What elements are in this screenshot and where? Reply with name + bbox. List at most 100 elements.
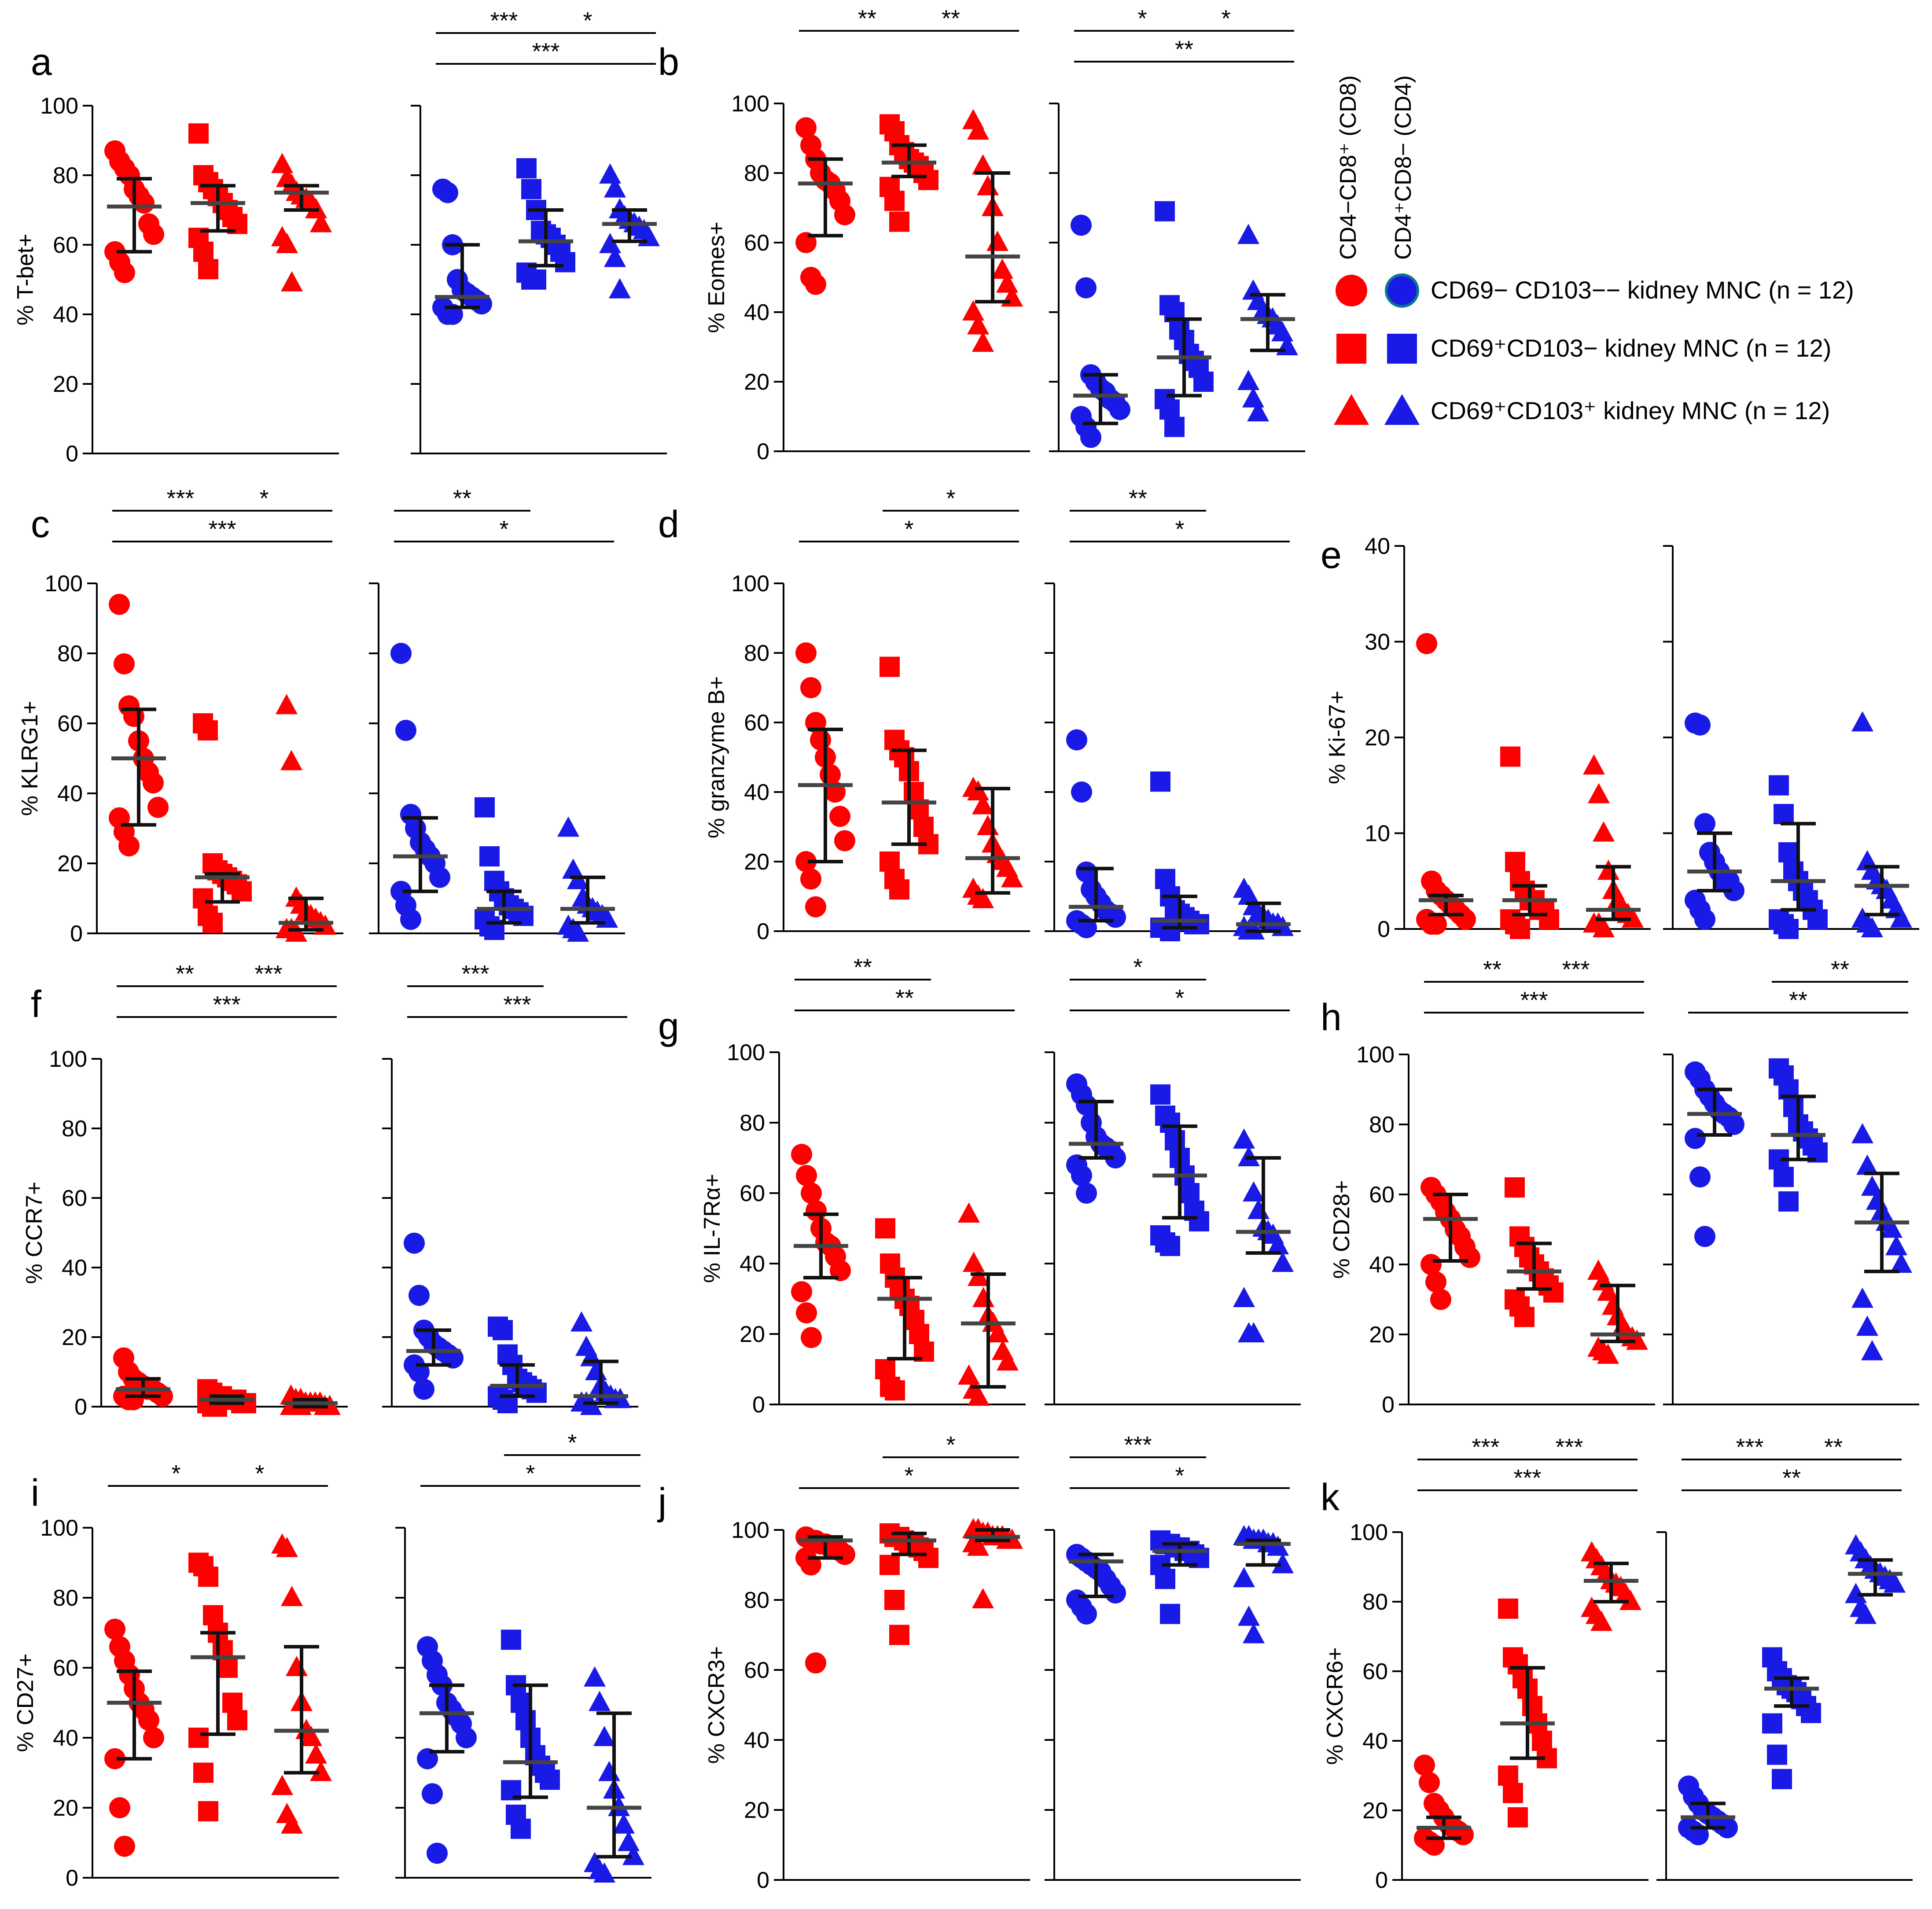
data-point-c-1-0-8: [429, 866, 450, 888]
data-point-d-1-1-1: [1155, 869, 1175, 889]
data-point-i-0-2-3: [286, 1656, 308, 1676]
y-tick-label-b-2: 40: [744, 300, 769, 325]
data-point-a-1-2-10: [604, 247, 626, 267]
data-point-g-1-1-8: [1189, 1211, 1209, 1231]
panel-e: e % Ki-67+ 0 10 20 30 40: [1321, 534, 1919, 942]
data-point-b-1-2-10: [1242, 387, 1264, 408]
data-point-d-1-0-1: [1071, 781, 1092, 803]
data-point-c-1-0-1: [395, 719, 416, 741]
sig-label-b-1-0: *: [1137, 5, 1147, 32]
sig-label-f-1-1: ***: [503, 991, 531, 1018]
data-point-b-1-2-0: [1237, 224, 1259, 244]
data-point-j-1-2-9: [1233, 1567, 1255, 1588]
data-point-i-1-1-8: [540, 1769, 560, 1790]
panel-letter-d: d: [658, 503, 679, 545]
y-tick-label-h-1: 20: [1369, 1322, 1395, 1348]
sig-label-g-1-1: *: [1175, 985, 1184, 1011]
data-point-j-1-0-11: [1076, 1603, 1097, 1625]
sig-label-f-1-0: ***: [461, 961, 489, 987]
data-point-g-1-1-6: [1179, 1183, 1200, 1203]
data-point-i-0-0-7: [138, 1710, 159, 1731]
legend-triangle-cd8: [1334, 394, 1369, 425]
data-point-b-0-2-10: [967, 314, 989, 335]
data-point-h-0-2-8: [1626, 1329, 1648, 1350]
data-point-h-0-1-11: [1514, 1307, 1535, 1327]
y-tick-label-b-4: 80: [744, 161, 769, 186]
data-point-f-1-1-1: [493, 1320, 513, 1341]
y-axis-label-i: % CD27+: [13, 1654, 38, 1752]
data-point-k-0-2-8: [1619, 1590, 1641, 1610]
data-point-a-0-0-11: [114, 262, 135, 284]
sig-label-k-0-1: ***: [1555, 1434, 1583, 1460]
data-point-i-0-0-9: [104, 1748, 125, 1769]
data-point-b-0-0-8: [834, 204, 855, 225]
sig-label-f-0-2: ***: [213, 991, 240, 1018]
data-point-i-1-2-11: [593, 1862, 615, 1883]
data-point-j-1-1-11: [1160, 1603, 1180, 1624]
sig-label-c-1-0: **: [453, 485, 471, 512]
y-tick-label-k-5: 100: [1350, 1520, 1388, 1545]
sig-label-h-1-0: **: [1831, 956, 1849, 983]
data-point-a-0-2-10: [276, 233, 298, 253]
data-point-g-0-2-11: [968, 1386, 990, 1406]
y-tick-label-c-1: 20: [57, 851, 83, 877]
data-point-g-0-2-9: [958, 1364, 980, 1385]
data-point-d-0-1-9: [880, 851, 900, 872]
panel-letter-a: a: [31, 41, 52, 83]
data-point-a-1-1-8: [555, 252, 575, 273]
data-point-k-1-1-11: [1772, 1769, 1792, 1789]
data-point-a-0-2-11: [281, 271, 303, 291]
data-point-j-1-0-8: [1105, 1582, 1126, 1604]
data-point-b-0-2-6: [991, 258, 1013, 279]
data-point-d-0-2-11: [972, 888, 994, 908]
y-tick-label-i-4: 80: [53, 1585, 78, 1611]
data-point-i-1-2-0: [584, 1666, 606, 1687]
data-point-i-0-1-7: [222, 1692, 243, 1713]
panel-letter-e: e: [1321, 534, 1342, 576]
data-point-c-0-2-0: [276, 694, 298, 715]
y-tick-label-c-5: 100: [44, 571, 83, 597]
data-point-k-0-1-9: [1498, 1765, 1518, 1786]
data-point-i-0-1-3: [203, 1605, 223, 1625]
sig-label-k-1-2: **: [1782, 1465, 1801, 1491]
data-point-i-1-1-11: [511, 1818, 531, 1839]
sig-label-f-0-0: **: [176, 961, 194, 987]
data-point-g-0-0-2: [801, 1183, 822, 1204]
data-point-b-0-2-11: [972, 332, 994, 352]
y-tick-label-c-2: 40: [57, 781, 83, 807]
data-point-j-1-2-11: [1243, 1623, 1265, 1644]
sig-label-j-0-0: *: [946, 1432, 955, 1458]
y-tick-label-g-1: 20: [740, 1322, 765, 1347]
y-axis-label-k: % CXCR6+: [1322, 1647, 1348, 1765]
sig-label-d-0-0: *: [946, 485, 955, 512]
data-point-b-0-2-2: [972, 154, 994, 175]
data-point-e-1-2-11: [1861, 917, 1883, 937]
data-point-a-0-2-8: [310, 212, 332, 232]
data-point-b-1-1-11: [1164, 416, 1185, 437]
sig-label-b-1-2: **: [1175, 36, 1193, 63]
sig-label-c-1-1: *: [499, 516, 508, 542]
y-axis-label-g: % IL-7Rα+: [699, 1174, 725, 1283]
data-point-c-0-0-1: [114, 653, 135, 674]
data-point-g-1-0-8: [1105, 1147, 1126, 1168]
data-point-g-1-2-3: [1248, 1199, 1270, 1219]
sig-label-k-0-0: ***: [1472, 1434, 1499, 1460]
legend-triangle-cd4: [1384, 394, 1420, 425]
data-point-a-1-1-0: [516, 158, 537, 179]
y-tick-label-h-2: 40: [1369, 1252, 1395, 1278]
panel-letter-g: g: [658, 1005, 679, 1047]
data-point-e-1-1-1: [1774, 804, 1794, 824]
data-point-h-0-0-9: [1420, 1254, 1442, 1275]
data-point-j-1-2-10: [1238, 1605, 1260, 1626]
legend-square-cd4: [1387, 334, 1417, 364]
data-point-d-1-1-0: [1150, 771, 1170, 792]
data-point-h-1-2-1: [1856, 1154, 1878, 1175]
data-point-i-0-1-2: [198, 1566, 218, 1587]
data-point-g-0-0-11: [801, 1327, 822, 1348]
data-point-e-1-0-8: [1723, 880, 1744, 901]
data-point-d-0-1-7: [913, 817, 934, 837]
